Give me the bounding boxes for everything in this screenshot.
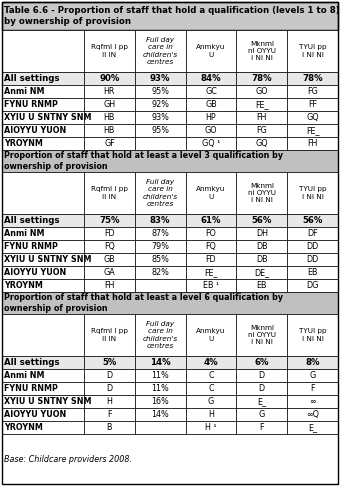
Bar xyxy=(2,369,84,382)
Text: All settings: All settings xyxy=(4,358,59,367)
Bar xyxy=(287,266,338,279)
Text: AIOYYU YUON: AIOYYU YUON xyxy=(4,268,66,277)
Text: G: G xyxy=(208,397,214,406)
Bar xyxy=(2,292,338,314)
Bar xyxy=(135,253,186,266)
Text: Table 6.6 - Proportion of staff that hold a qualification (levels 1 to 8)
by own: Table 6.6 - Proportion of staff that hol… xyxy=(4,6,340,26)
Bar xyxy=(135,266,186,279)
Text: B: B xyxy=(107,423,112,432)
Text: DD: DD xyxy=(306,255,319,264)
Bar xyxy=(135,382,186,395)
Bar xyxy=(186,266,236,279)
Text: 78%: 78% xyxy=(252,74,272,83)
Bar xyxy=(84,227,135,240)
Text: Anmkyu
U: Anmkyu U xyxy=(196,186,226,200)
Bar xyxy=(236,98,287,111)
Bar xyxy=(84,214,135,227)
Text: GQ: GQ xyxy=(306,113,319,122)
Bar xyxy=(287,421,338,434)
Bar xyxy=(186,111,236,124)
Bar xyxy=(84,408,135,421)
Bar xyxy=(135,85,186,98)
Bar xyxy=(84,253,135,266)
Text: AIOYYU YUON: AIOYYU YUON xyxy=(4,410,66,419)
Text: H: H xyxy=(208,410,214,419)
Bar xyxy=(186,240,236,253)
Text: FH: FH xyxy=(257,113,267,122)
Text: H ¹: H ¹ xyxy=(205,423,217,432)
Text: Anmkyu
U: Anmkyu U xyxy=(196,329,226,342)
Bar xyxy=(287,214,338,227)
Bar xyxy=(186,124,236,137)
Text: DB: DB xyxy=(256,255,268,264)
Text: HR: HR xyxy=(104,87,115,96)
Bar xyxy=(84,124,135,137)
Bar xyxy=(2,408,84,421)
Text: YROYNM: YROYNM xyxy=(4,139,43,148)
Text: XYIU U SNTNY SNM: XYIU U SNTNY SNM xyxy=(4,255,91,264)
Text: Anmi NM: Anmi NM xyxy=(4,229,45,238)
Bar xyxy=(2,240,84,253)
Bar xyxy=(2,137,84,150)
Bar xyxy=(84,98,135,111)
Text: FYNU RNMP: FYNU RNMP xyxy=(4,384,58,393)
Bar xyxy=(84,240,135,253)
Bar xyxy=(135,111,186,124)
Text: D: D xyxy=(106,384,113,393)
Text: HB: HB xyxy=(104,126,115,135)
Bar xyxy=(2,85,84,98)
Text: E_: E_ xyxy=(257,397,266,406)
Text: G: G xyxy=(309,371,316,380)
Bar xyxy=(236,85,287,98)
Bar xyxy=(236,111,287,124)
Text: FE_: FE_ xyxy=(306,126,319,135)
Bar xyxy=(135,172,186,214)
Text: FE_: FE_ xyxy=(204,268,218,277)
Text: Mknml
nl OYYU
I NI NI: Mknml nl OYYU I NI NI xyxy=(248,41,276,61)
Bar xyxy=(135,227,186,240)
Bar xyxy=(84,382,135,395)
Text: 82%: 82% xyxy=(151,268,169,277)
Text: D: D xyxy=(259,371,265,380)
Bar xyxy=(186,395,236,408)
Bar xyxy=(186,72,236,85)
Text: 95%: 95% xyxy=(151,126,169,135)
Text: G: G xyxy=(259,410,265,419)
Bar xyxy=(84,266,135,279)
Text: Rqfml I pp
II IN: Rqfml I pp II IN xyxy=(91,186,128,200)
Text: GO: GO xyxy=(255,87,268,96)
Text: Full day
care in
children's
centres: Full day care in children's centres xyxy=(143,321,178,349)
Bar xyxy=(2,150,338,172)
Text: C: C xyxy=(208,371,214,380)
Text: GA: GA xyxy=(103,268,115,277)
Text: 95%: 95% xyxy=(151,87,169,96)
Bar xyxy=(135,356,186,369)
Bar xyxy=(84,137,135,150)
Text: FG: FG xyxy=(307,87,318,96)
Bar xyxy=(287,240,338,253)
Bar xyxy=(84,85,135,98)
Text: F: F xyxy=(310,384,315,393)
Text: GQ: GQ xyxy=(255,139,268,148)
Text: 79%: 79% xyxy=(151,242,169,251)
Bar xyxy=(287,85,338,98)
Text: F: F xyxy=(259,423,264,432)
Bar xyxy=(186,369,236,382)
Bar xyxy=(186,137,236,150)
Bar xyxy=(287,124,338,137)
Bar xyxy=(135,279,186,292)
Bar xyxy=(236,266,287,279)
Bar xyxy=(2,314,84,356)
Text: 93%: 93% xyxy=(151,113,169,122)
Bar xyxy=(186,279,236,292)
Bar xyxy=(287,111,338,124)
Text: 14%: 14% xyxy=(150,358,171,367)
Text: Base: Childcare providers 2008.: Base: Childcare providers 2008. xyxy=(4,454,132,464)
Bar xyxy=(135,369,186,382)
Bar xyxy=(287,314,338,356)
Text: DG: DG xyxy=(306,281,319,290)
Bar xyxy=(2,30,84,72)
Text: EB: EB xyxy=(307,268,318,277)
Bar xyxy=(2,253,84,266)
Text: FD: FD xyxy=(104,229,115,238)
